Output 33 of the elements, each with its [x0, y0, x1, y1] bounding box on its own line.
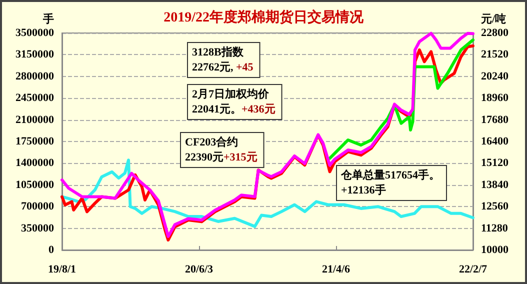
y2-tick-label: 12560 [481, 200, 509, 213]
y2-tick-label: 10000 [481, 244, 509, 256]
y-tick-label: 2800000 [16, 70, 54, 82]
annotation: 3128B指数 22762元, +45 [192, 46, 254, 74]
y-tick-label: 350000 [21, 222, 54, 234]
annotation: 仓单总量517654手。 +12136手 [340, 168, 440, 196]
y-tick-label: 1050000 [16, 178, 54, 191]
y2-tick-label: 20240 [481, 70, 509, 82]
y-tick-label: 2450000 [16, 92, 54, 104]
y-tick-label: 3150000 [16, 48, 54, 61]
y2-tick-label: 16400 [481, 136, 509, 148]
x-tick-label: 22/2/7 [458, 264, 488, 276]
y2-tick-label: 13840 [481, 178, 509, 191]
y-tick-label: 2100000 [16, 114, 54, 126]
y-tick-label: 1750000 [16, 136, 54, 148]
y2-tick-label: 22800 [481, 27, 509, 39]
y2-axis-title: 元/吨 [480, 12, 506, 26]
y2-tick-label: 15120 [481, 157, 509, 170]
y-axis-title: 手 [42, 12, 54, 26]
y2-tick-label: 17680 [481, 114, 509, 126]
y-tick-label: 3500000 [16, 27, 54, 39]
y-tick-label: 0 [48, 244, 54, 256]
y2-tick-label: 21520 [481, 48, 509, 61]
y-tick-label: 1400000 [16, 157, 54, 170]
y-tick-label: 700000 [21, 200, 54, 213]
x-tick-label: 19/8/1 [48, 264, 76, 276]
annotation: 2月7日加权均价 22041元。+436元 [192, 88, 276, 116]
chart-title: 2019/22年度郑棉期货日交易情况 [164, 8, 364, 26]
y2-tick-label: 11280 [481, 222, 508, 234]
x-tick-label: 20/6/3 [184, 264, 214, 276]
y2-tick-label: 18960 [481, 92, 509, 104]
x-tick-label: 21/4/6 [322, 264, 351, 276]
annotation: CF203合约 22390元+315元 [185, 136, 258, 164]
